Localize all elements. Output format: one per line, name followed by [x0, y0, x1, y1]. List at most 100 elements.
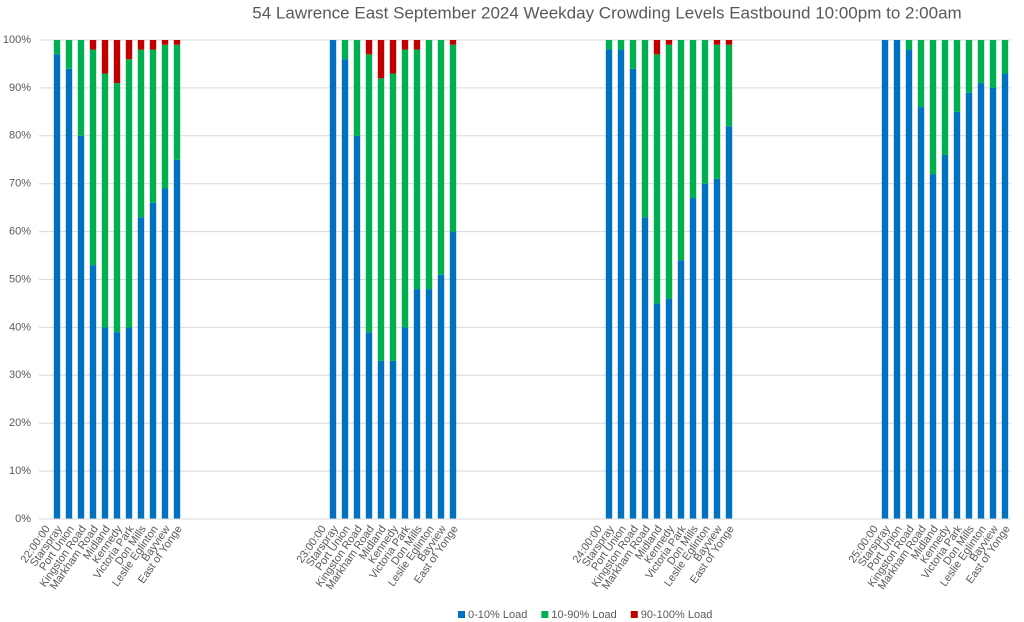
bar-segment — [377, 360, 385, 519]
bar-segment — [989, 87, 997, 520]
bar-segment — [713, 44, 721, 179]
bar-segment — [617, 49, 625, 520]
bar-segment — [149, 202, 157, 520]
bar-segment — [329, 40, 337, 519]
bar-segment — [425, 40, 433, 290]
bar-segment — [665, 44, 673, 299]
bar-segment — [89, 265, 97, 519]
bar-segment — [641, 217, 649, 520]
bar-segment — [353, 135, 361, 520]
bar-segment — [701, 40, 709, 184]
y-tick-label: 0% — [15, 513, 31, 525]
bar-segment — [389, 73, 397, 361]
bar-segment — [353, 40, 361, 136]
chart-title: 54 Lawrence East September 2024 Weekday … — [252, 3, 961, 22]
bar-segment — [965, 92, 973, 519]
bar-segment — [629, 40, 637, 69]
bar-segment — [917, 107, 925, 519]
bar-segment — [1001, 73, 1009, 519]
bar-segment — [113, 40, 121, 84]
bar-segment — [125, 327, 133, 519]
bar-segment — [425, 289, 433, 519]
bar-segment — [905, 49, 913, 520]
bar-segment — [53, 40, 61, 55]
legend-swatch — [541, 611, 549, 618]
bar-segment — [941, 154, 949, 519]
bar-segment — [977, 83, 985, 520]
bar-segment — [989, 40, 997, 88]
bar-segment — [893, 40, 901, 519]
bar-segment — [149, 49, 157, 203]
bar-segment — [653, 54, 661, 304]
bar-segment — [389, 360, 397, 519]
legend-label: 0-10% Load — [468, 609, 527, 621]
bar-segment — [965, 40, 973, 93]
bar-segment — [605, 49, 613, 520]
y-tick-label: 40% — [9, 321, 31, 333]
bar-segment — [89, 49, 97, 266]
bar-segment — [653, 303, 661, 519]
bar-segment — [341, 40, 349, 60]
y-tick-label: 80% — [9, 130, 31, 142]
bar-segment — [449, 40, 457, 45]
legend-label: 90-100% Load — [641, 609, 713, 621]
bar-segment — [725, 40, 733, 45]
bar-segment — [77, 40, 85, 136]
bar-segment — [641, 40, 649, 218]
bar-segment — [389, 40, 397, 74]
bar-segment — [917, 40, 925, 108]
y-tick-label: 10% — [9, 465, 31, 477]
bar-segment — [605, 40, 613, 50]
bar-segment — [977, 40, 985, 84]
bar-segment — [677, 40, 685, 261]
bar-segment — [113, 83, 121, 333]
bar-segment — [125, 40, 133, 60]
bar-segment — [401, 327, 409, 519]
y-tick-label: 30% — [9, 369, 31, 381]
bar-segment — [377, 40, 385, 79]
bar-segment — [437, 274, 445, 519]
bar-segment — [629, 68, 637, 520]
bar-segment — [401, 49, 409, 328]
bar-segment — [101, 40, 109, 74]
bar-segment — [929, 174, 937, 519]
bar-segment — [929, 40, 937, 175]
bar-segment — [941, 40, 949, 155]
bar-segment — [1001, 40, 1009, 74]
bar-segment — [341, 59, 349, 519]
bar-segment — [413, 49, 421, 290]
bar-segment — [905, 40, 913, 50]
bar-segment — [713, 40, 721, 45]
bar-segment — [137, 217, 145, 520]
bar-segment — [161, 40, 169, 45]
bar-segment — [713, 178, 721, 519]
y-tick-label: 70% — [9, 178, 31, 190]
legend-label: 10-90% Load — [551, 609, 616, 621]
bar-segment — [689, 198, 697, 519]
bar-segment — [701, 183, 709, 519]
bar-segment — [881, 40, 889, 519]
bar-segment — [101, 73, 109, 328]
bar-segment — [689, 40, 697, 199]
bar-segment — [413, 289, 421, 519]
y-tick-label: 50% — [9, 273, 31, 285]
bar-segment — [617, 40, 625, 50]
bar-segment — [953, 111, 961, 519]
bar-segment — [653, 40, 661, 55]
bar-segment — [161, 44, 169, 189]
bar-segment — [173, 40, 181, 45]
bar-segment — [365, 54, 373, 333]
bar-segment — [149, 40, 157, 50]
bar-segment — [77, 135, 85, 520]
bar-segment — [449, 231, 457, 519]
bar-segment — [365, 332, 373, 519]
bar-segment — [137, 49, 145, 218]
legend-swatch — [458, 611, 465, 618]
bar-segment — [101, 327, 109, 519]
y-tick-label: 60% — [9, 226, 31, 238]
bar-segment — [125, 59, 133, 328]
bar-segment — [953, 40, 961, 112]
y-tick-label: 90% — [9, 82, 31, 94]
